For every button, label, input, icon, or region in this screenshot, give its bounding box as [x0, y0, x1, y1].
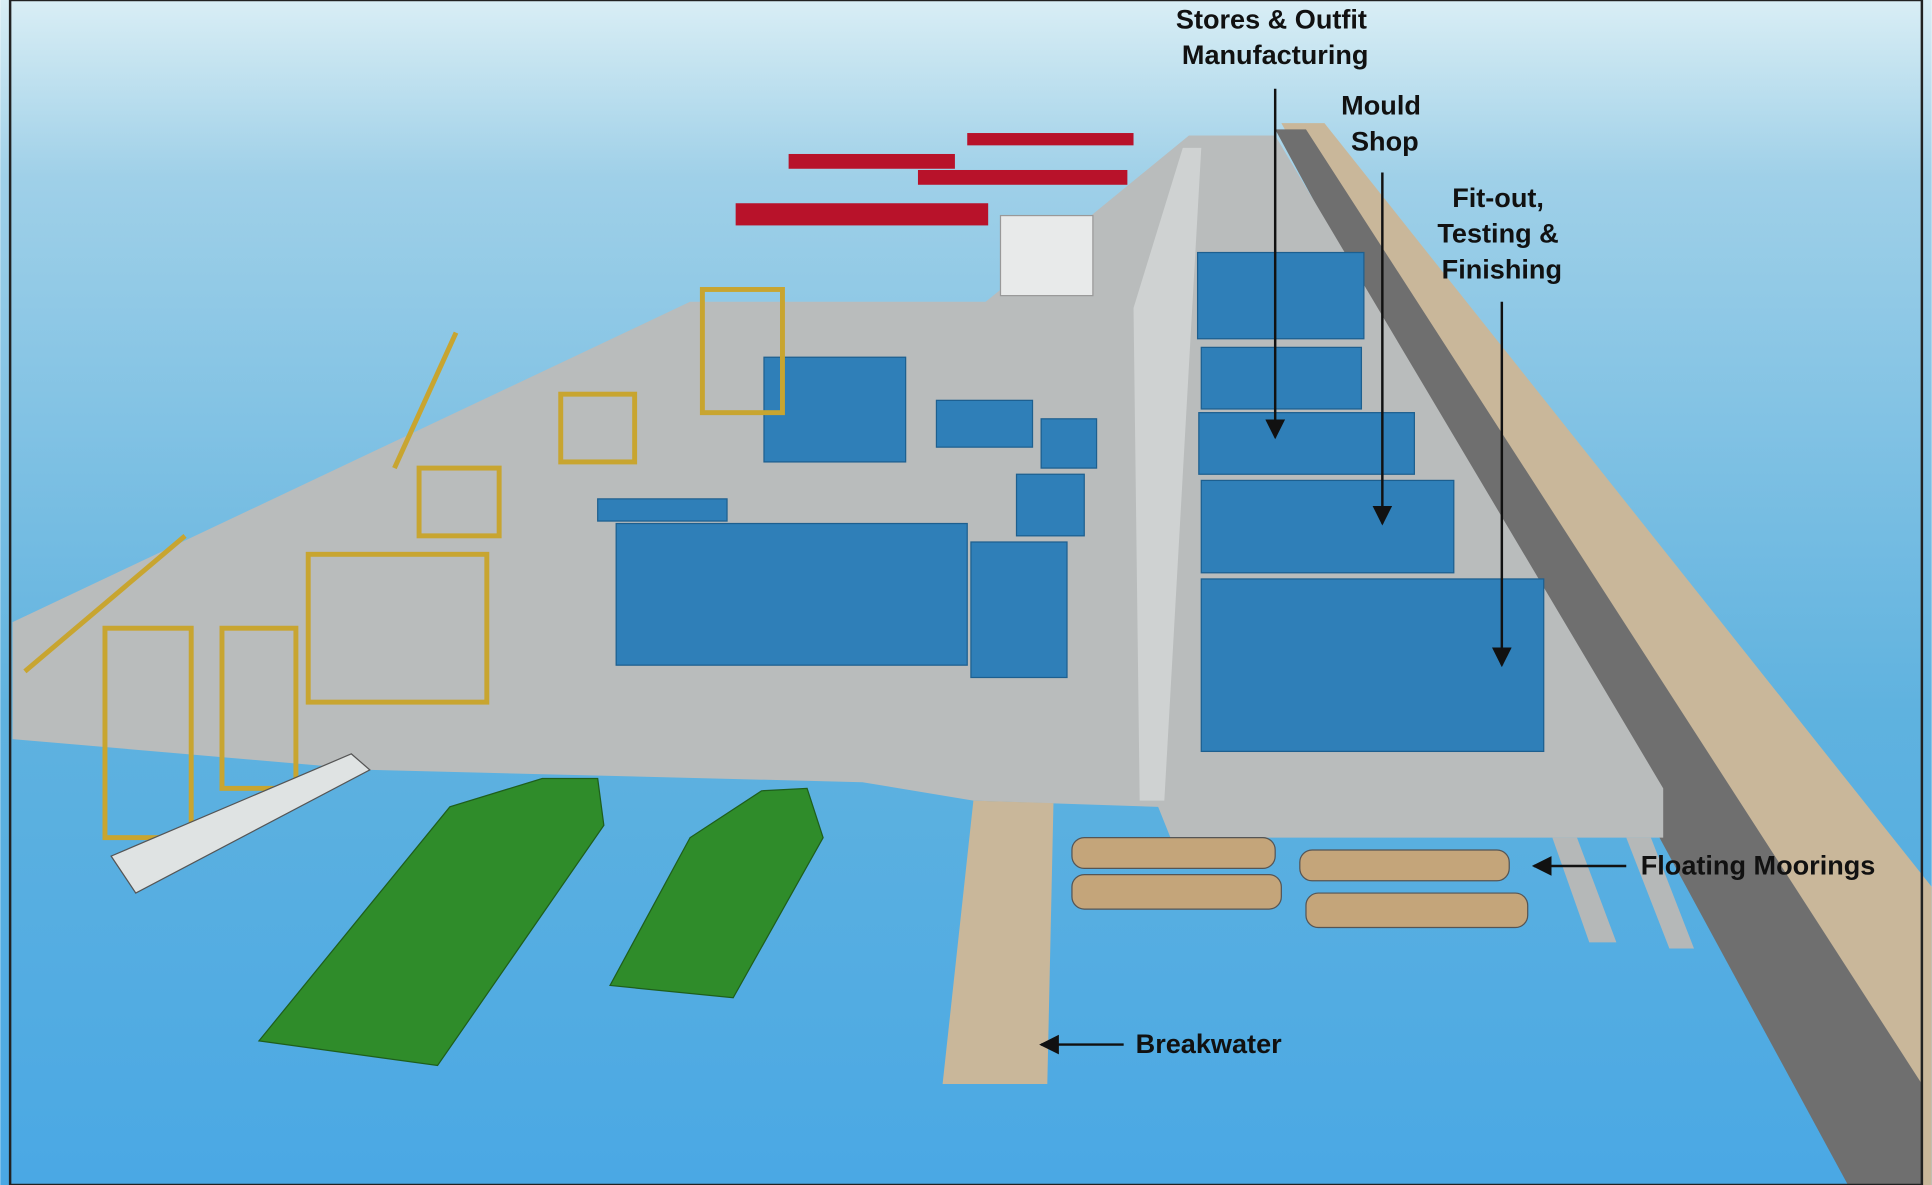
yachts — [1071, 837, 1529, 929]
annotations: Stores & Outfit Manufacturing Mould Shop… — [1039, 3, 1876, 1059]
offshore-structures — [23, 287, 785, 841]
label: Stores & Outfit Manufacturing — [1176, 3, 1375, 70]
frame — [8, 0, 1924, 1185]
label-line: Fit-out, — [1452, 182, 1544, 213]
label-line: Breakwater — [1136, 1028, 1282, 1059]
ships — [735, 133, 1134, 226]
label-line: Mould — [1341, 90, 1421, 121]
label-line: Manufacturing — [1182, 39, 1369, 70]
moorings — [1552, 837, 1694, 949]
pontoon-2 — [609, 787, 824, 999]
breakwater — [942, 800, 1054, 1084]
pontoon-1 — [257, 777, 605, 1067]
label-line: Testing & — [1437, 218, 1558, 249]
central-road — [1133, 147, 1202, 801]
label-line: Shop — [1351, 125, 1419, 156]
label-line: Finishing — [1442, 253, 1562, 284]
road — [1275, 129, 1922, 1185]
label: Mould Shop — [1341, 90, 1428, 157]
buildings — [597, 251, 1545, 753]
label: Floating Moorings — [1641, 850, 1876, 881]
white-hall — [999, 214, 1094, 297]
label: Breakwater — [1136, 1028, 1282, 1059]
label-line: Floating Moorings — [1641, 850, 1876, 881]
label-line: Stores & Outfit — [1176, 3, 1367, 34]
label: Fit-out, Testing & Finishing — [1437, 182, 1566, 284]
barge — [110, 753, 371, 894]
